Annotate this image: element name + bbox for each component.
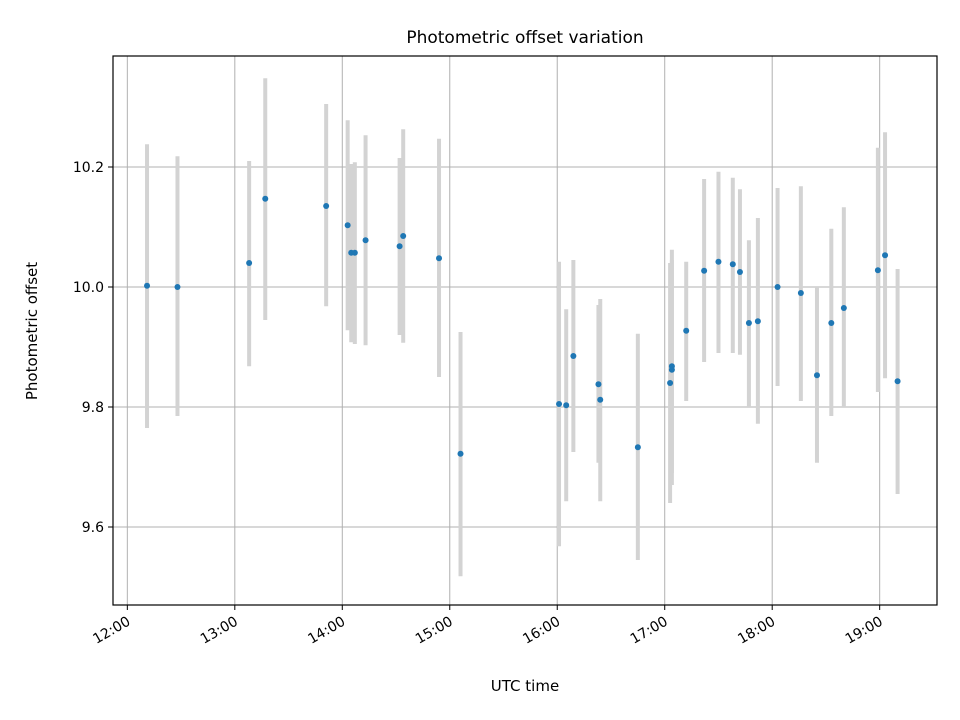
y-axis-ticks: 9.6 9.8 10.0 10.2 xyxy=(73,160,113,536)
data-point xyxy=(595,381,602,388)
data-point xyxy=(262,195,269,202)
x-tick-label: 16:00 xyxy=(520,614,563,648)
data-point xyxy=(874,267,881,274)
plot-frame xyxy=(112,55,938,606)
x-tick-label: 14:00 xyxy=(305,614,348,648)
x-tick-label: 19:00 xyxy=(843,614,886,648)
x-tick-label: 17:00 xyxy=(628,614,671,648)
data-point xyxy=(668,363,675,370)
data-point xyxy=(556,401,563,407)
data-point xyxy=(882,252,889,259)
data-point xyxy=(754,318,761,325)
data-point xyxy=(715,258,722,265)
chart-title: Photometric offset variation xyxy=(406,28,643,48)
data-point xyxy=(144,282,151,289)
data-point xyxy=(701,267,708,274)
errorbars xyxy=(145,78,900,577)
x-tick-label: 15:00 xyxy=(413,614,456,648)
y-tick-label: 10.0 xyxy=(73,280,104,296)
data-point xyxy=(246,260,253,266)
data-point xyxy=(828,320,835,326)
data-point xyxy=(563,402,570,409)
y-tick-label: 9.8 xyxy=(82,400,104,416)
data-point xyxy=(351,249,358,256)
data-point xyxy=(729,261,736,268)
grid xyxy=(113,56,937,605)
x-tick-label: 12:00 xyxy=(90,614,133,648)
data-point xyxy=(174,284,181,290)
y-tick-label: 9.6 xyxy=(82,520,104,536)
data-point xyxy=(894,378,901,385)
data-point xyxy=(774,284,781,290)
data-point xyxy=(813,372,820,379)
data-point xyxy=(683,327,690,334)
data-point xyxy=(667,380,674,386)
data-point xyxy=(570,353,577,359)
data-point xyxy=(362,237,369,244)
x-axis-label: UTC time xyxy=(491,677,559,695)
data-point xyxy=(344,222,351,229)
data-point xyxy=(745,320,752,326)
data-point xyxy=(436,255,443,262)
data-point xyxy=(736,269,743,275)
data-point xyxy=(396,243,403,250)
data-point xyxy=(634,444,641,451)
data-point xyxy=(400,233,407,239)
x-tick-label: 18:00 xyxy=(735,614,778,648)
x-axis-ticks: 12:00 13:00 14:00 15:00 16:00 17:00 18:00 19:00 xyxy=(90,605,886,648)
x-tick-label: 13:00 xyxy=(198,614,241,648)
y-tick-label: 10.2 xyxy=(73,160,104,176)
data-points xyxy=(144,195,901,457)
data-point xyxy=(797,290,804,296)
data-point xyxy=(840,305,847,311)
data-point xyxy=(457,450,464,457)
data-point xyxy=(323,203,330,209)
y-axis-label: Photometric offset xyxy=(23,262,41,400)
data-point xyxy=(597,396,604,403)
